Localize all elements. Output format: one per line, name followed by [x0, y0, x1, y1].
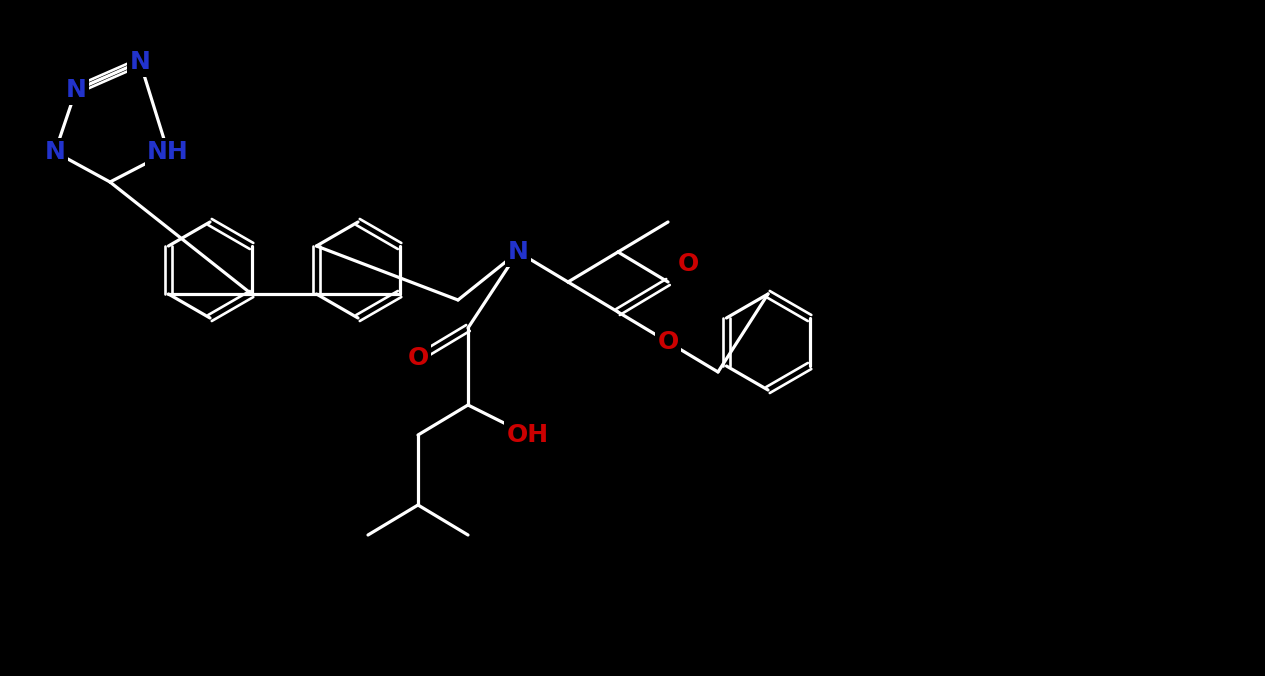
Text: N: N: [507, 240, 529, 264]
Text: N: N: [44, 140, 66, 164]
Text: N: N: [129, 50, 151, 74]
Text: NH: NH: [147, 140, 188, 164]
Text: N: N: [66, 78, 86, 102]
Text: O: O: [407, 346, 429, 370]
Text: OH: OH: [507, 423, 549, 447]
Text: O: O: [677, 252, 698, 276]
Text: O: O: [658, 330, 678, 354]
